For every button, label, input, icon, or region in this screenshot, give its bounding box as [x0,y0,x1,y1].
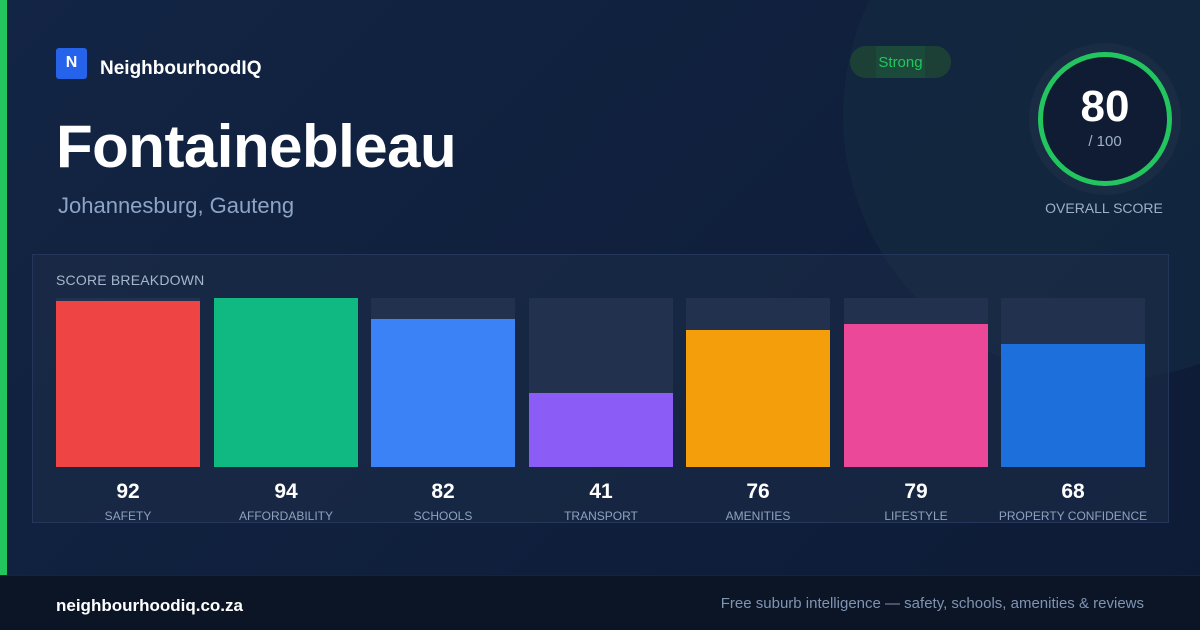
score-bar-track [686,298,830,467]
score-bar-track [371,298,515,467]
score-bar-track [56,298,200,467]
score-bar-fill [56,301,200,467]
score-bar-track [529,298,673,467]
score-bar-fill [214,298,358,467]
overall-score-value: 80 [1080,82,1130,131]
score-bar-value: 68 [1061,480,1085,503]
rating-badge-label: Strong [878,53,923,71]
score-bar-track [1001,298,1145,467]
suburb-location: Johannesburg, Gauteng [58,193,295,218]
score-bar-label: AFFORDABILITY [238,509,333,523]
overall-score-max: / 100 [1088,133,1122,150]
accent-stripe [0,0,7,575]
score-bar-fill [686,330,830,467]
score-bar-label: SCHOOLS [413,509,473,523]
score-bar-value: 82 [431,480,455,503]
score-bar-value: 41 [589,480,613,503]
score-bar-label: SAFETY [104,509,152,523]
footer-domain-link[interactable]: neighbourhoodiq.co.za [56,596,243,615]
score-bar-value: 76 [746,480,770,503]
overall-score-label: OVERALL SCORE [1045,200,1163,216]
score-bar-label: LIFESTYLE [884,509,948,523]
suburb-title: Fontainebleau [56,113,457,180]
score-bar-track [844,298,988,467]
score-bar-fill [529,393,673,467]
brand-logo-icon: N [56,47,87,79]
score-bar-fill [371,319,515,467]
brand[interactable]: N NeighbourhoodIQ [56,46,261,80]
score-bar-label: AMENITIES [725,509,791,523]
score-bar-value: 79 [904,480,928,503]
footer-tagline: Free suburb intelligence — safety, schoo… [720,595,1144,612]
score-bar-label: PROPERTY CONFIDENCE [998,509,1148,523]
score-bar-value: 92 [116,480,140,503]
score-bar-fill [1001,344,1145,467]
footer: neighbourhoodiq.co.za Free suburb intell… [0,575,1200,630]
score-bar-fill [844,324,988,467]
score-bar-track [214,298,358,467]
rating-badge: Strong [850,46,951,78]
score-breakdown-title: SCORE BREAKDOWN [56,272,205,288]
brand-name: NeighbourhoodIQ [100,58,262,79]
score-bar-value: 94 [274,480,298,503]
overall-score-ring [1038,52,1172,186]
score-bar-label: TRANSPORT [564,509,638,523]
